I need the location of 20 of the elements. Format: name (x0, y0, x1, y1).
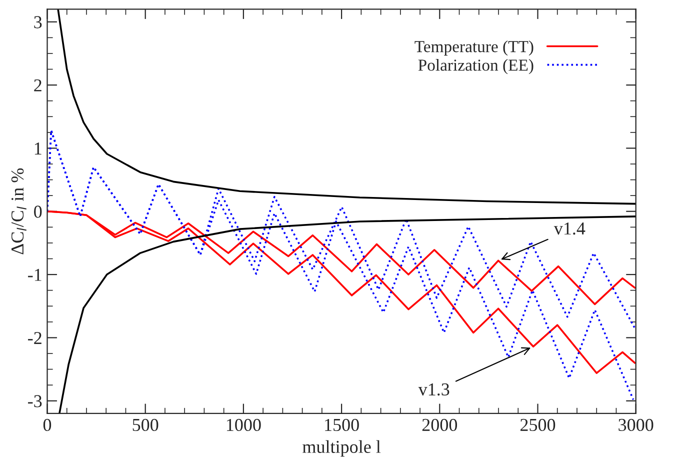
x-tick-label: 3000 (618, 418, 654, 432)
y-tick-label: 3 (34, 16, 42, 28)
legend-label: Temperature (TT) (414, 40, 534, 56)
x-tick-label: 1000 (226, 418, 261, 432)
y-tick-label: 0 (34, 206, 42, 218)
y-tick-label: 1 (34, 142, 42, 154)
y-tick-label: -3 (28, 395, 42, 408)
x-axis-title: multipole l (302, 440, 381, 457)
x-tick-label: 1500 (325, 418, 359, 432)
y-tick-label: 2 (34, 79, 42, 92)
y-axis-title: ΔC$_{l}$/C$_{l}$ in % (11, 168, 26, 254)
x-tick-label: 0 (43, 418, 52, 432)
annotation: v1.4 (554, 222, 586, 235)
annotation: v1.3 (418, 383, 450, 396)
x-tick-label: 2000 (422, 418, 458, 432)
legend-label: Polarization (EE) (418, 59, 534, 74)
x-tick-label: 2500 (520, 418, 556, 432)
y-tick-label: -1 (28, 268, 42, 281)
x-tick-label: 500 (132, 418, 158, 432)
y-tick-label: -2 (28, 332, 42, 344)
